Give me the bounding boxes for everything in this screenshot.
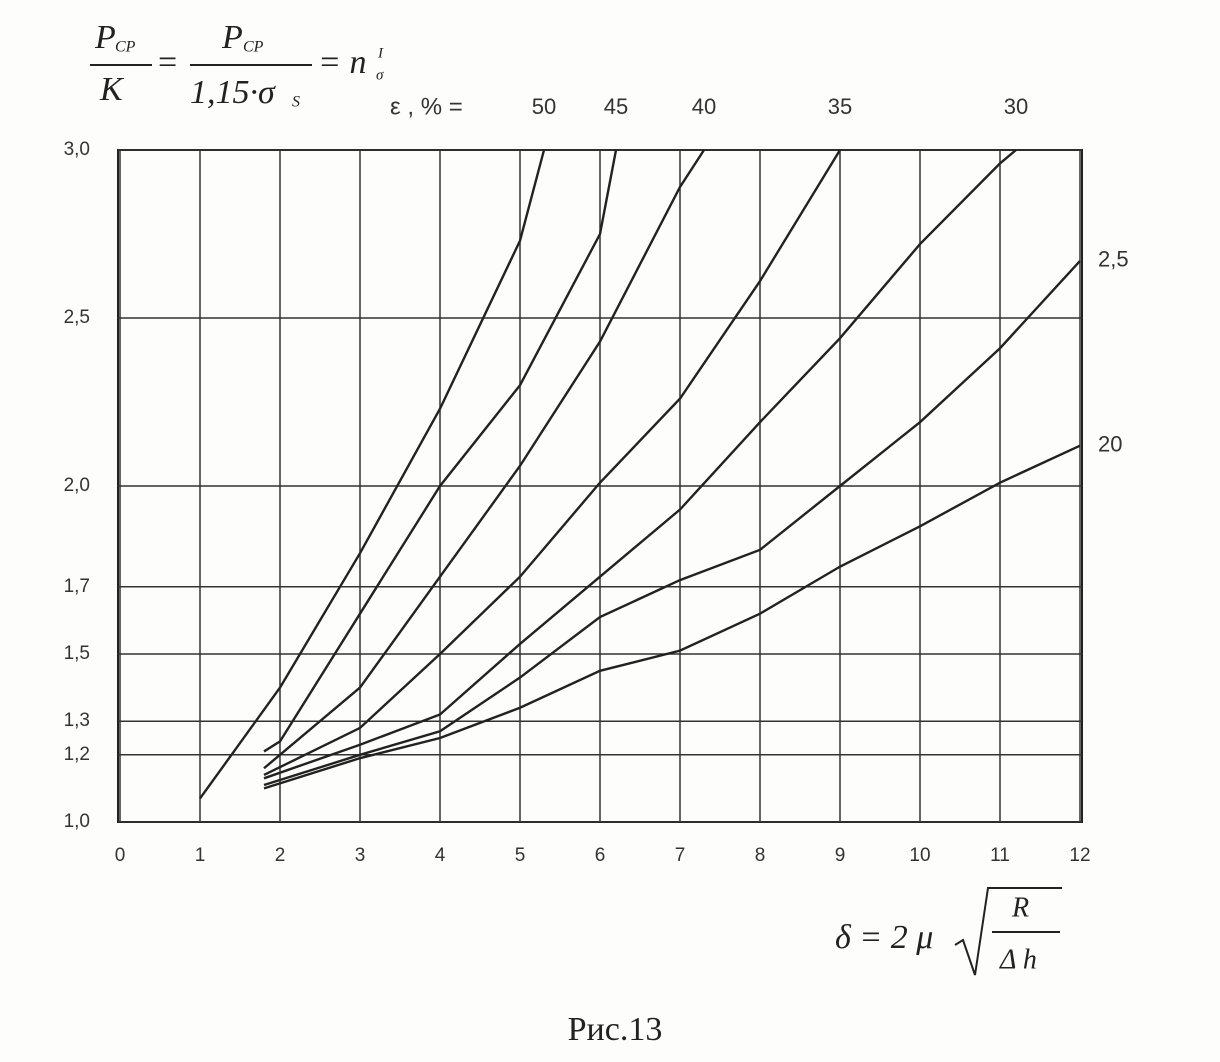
series-line — [263, 444, 1081, 790]
legend-label: 45 — [604, 94, 628, 119]
y-label-part: CP — [243, 39, 264, 56]
y-label-part: K — [99, 71, 125, 108]
series-line — [263, 149, 842, 777]
y-tick-label: 2,0 — [64, 475, 90, 496]
equals: = — [158, 44, 177, 81]
y-label-part: σ — [376, 67, 384, 83]
caption: Рис.13 — [568, 1011, 663, 1048]
root-sign — [954, 887, 1062, 976]
y-label-part: CP — [115, 39, 136, 56]
y-label-part: P — [221, 19, 243, 56]
x-tick-label: 9 — [835, 845, 846, 866]
y-label-part: = n — [318, 44, 366, 81]
series-line — [263, 149, 706, 770]
legend-label: 35 — [828, 94, 852, 119]
x-tick-label: 12 — [1069, 845, 1090, 866]
series-line — [263, 149, 1017, 780]
x-label-part: δ = 2 μ — [835, 919, 933, 956]
x-tick-label: 8 — [755, 845, 766, 866]
x-tick-label: 2 — [275, 845, 286, 866]
legend-title: ε , % = — [390, 93, 463, 120]
y-label-part: I — [377, 45, 384, 61]
y-label-part: S — [292, 94, 300, 111]
legend-label: 20 — [1098, 431, 1122, 456]
y-tick-label: 3,0 — [64, 139, 90, 160]
x-tick-label: 5 — [515, 845, 526, 866]
legend-label: 40 — [692, 94, 716, 119]
x-tick-label: 6 — [595, 845, 606, 866]
y-tick-label: 1,5 — [64, 643, 90, 664]
legend-label: 30 — [1004, 94, 1028, 119]
y-label-part: 1,15·σ — [190, 74, 276, 111]
y-tick-label: 1,2 — [64, 744, 90, 765]
y-tick-label: 2,5 — [64, 307, 90, 328]
legend-label: 50 — [532, 94, 556, 119]
x-label-part: Δ h — [999, 944, 1037, 975]
series-line — [199, 149, 546, 800]
series-line — [263, 260, 1081, 787]
y-tick-label: 1,0 — [64, 811, 90, 832]
x-tick-label: 0 — [115, 845, 126, 866]
x-tick-label: 11 — [990, 845, 1010, 866]
y-tick-label: 1,7 — [64, 576, 90, 597]
x-tick-label: 3 — [355, 845, 366, 866]
legend-label: 2,5 — [1098, 247, 1129, 272]
y-label: P CP K = P CP 1,15·σ S = n σ I — [90, 19, 384, 111]
x-label: δ = 2 μ R Δ h — [835, 887, 1062, 976]
x-tick-label: 7 — [675, 845, 686, 866]
x-tick-label: 10 — [909, 845, 930, 866]
x-tick-label: 1 — [195, 845, 206, 866]
y-label-part: P — [94, 19, 116, 56]
series-line — [263, 149, 618, 753]
x-tick-label: 4 — [435, 845, 446, 866]
y-tick-label: 1,3 — [64, 710, 90, 731]
x-label-part: R — [1011, 892, 1029, 923]
